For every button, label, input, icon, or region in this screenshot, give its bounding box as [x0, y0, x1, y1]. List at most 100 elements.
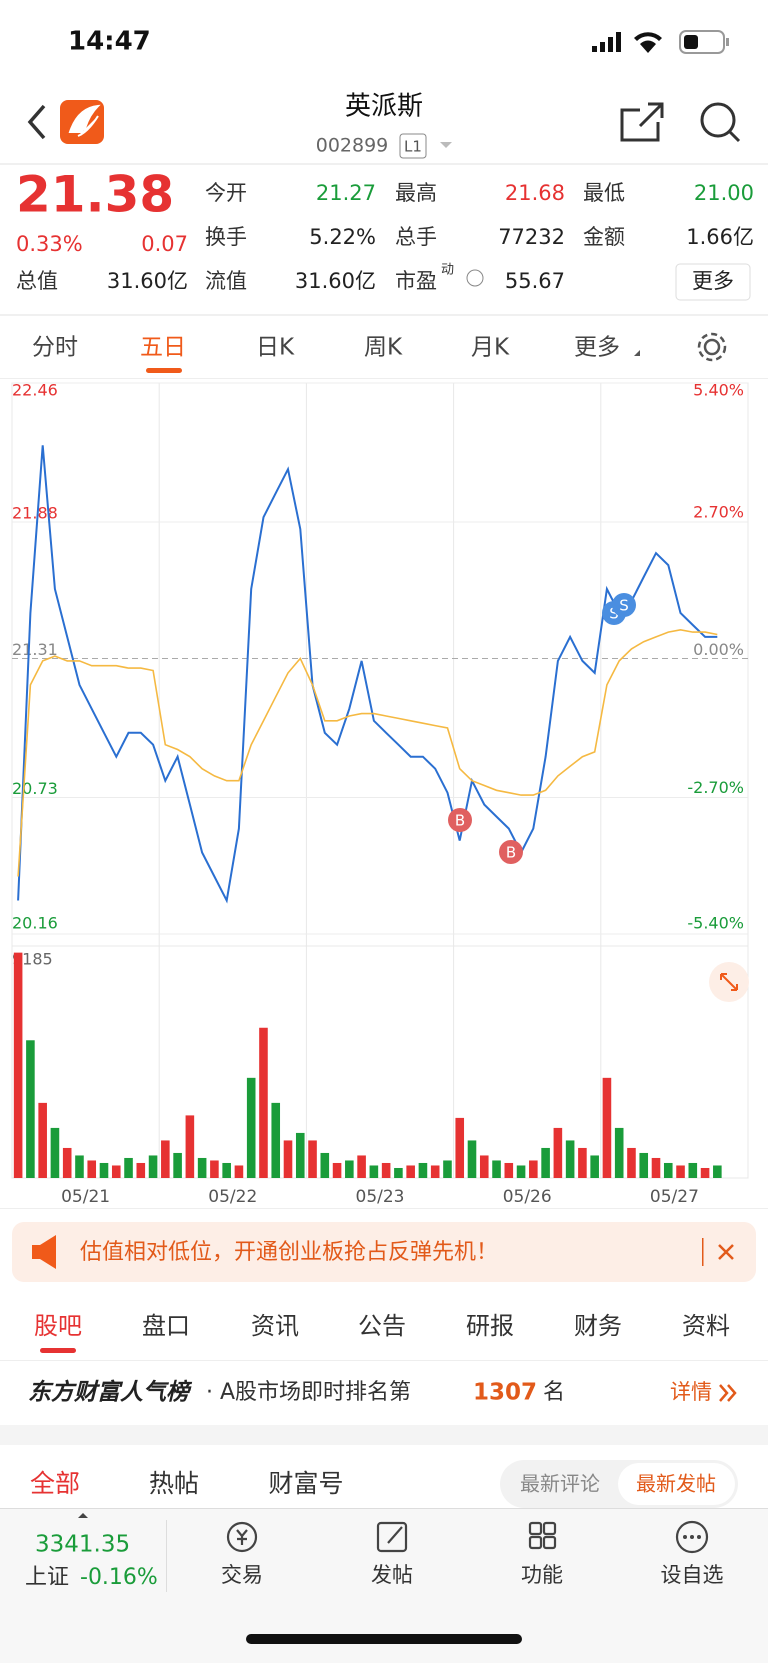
volume-bar	[663, 1162, 673, 1178]
trade-marker[interactable]	[448, 808, 472, 832]
icon-shape	[226, 1521, 258, 1553]
y2-tick-label: -5.40%	[687, 914, 744, 933]
volume-bar	[345, 1160, 354, 1178]
volume-bar	[639, 1152, 649, 1178]
level-dropdown[interactable]	[440, 142, 452, 148]
volume-bar	[308, 1140, 317, 1178]
section-tab[interactable]: 公告	[358, 1312, 406, 1340]
action-label[interactable]: 交易	[221, 1563, 263, 1587]
section-tab[interactable]: 股吧	[34, 1312, 82, 1340]
volume-bar	[295, 1132, 305, 1178]
stock-name: 英派斯	[345, 92, 423, 122]
average-line	[17, 628, 718, 877]
volume-bar	[369, 1165, 379, 1178]
volume-bar	[283, 1140, 293, 1178]
x-tick-label: 05/23	[356, 1187, 405, 1207]
section-tab[interactable]: 盘口	[142, 1312, 190, 1340]
volume-bar	[111, 1165, 121, 1178]
icon-shape	[683, 1535, 687, 1539]
share-button[interactable]	[620, 102, 664, 142]
ranking-detail[interactable]: 详情	[670, 1380, 712, 1404]
period-tab[interactable]: 更多	[574, 335, 620, 361]
post-tab[interactable]: 全部	[30, 1469, 80, 1498]
trade-marker[interactable]	[612, 593, 636, 617]
tab-underline	[40, 1348, 76, 1353]
expand-icon	[720, 973, 738, 991]
volume-bar	[651, 1157, 661, 1178]
divider	[0, 378, 768, 379]
volume-bar	[614, 1127, 624, 1178]
volume-bar	[688, 1162, 698, 1178]
action-icon[interactable]	[528, 1521, 557, 1550]
level-text: L1	[404, 138, 422, 156]
stat-label: 总值	[16, 269, 58, 293]
clock: 14:47	[68, 27, 151, 57]
icon-shape	[675, 1520, 709, 1554]
last-price: 21.38	[16, 166, 174, 224]
action-label[interactable]: 设自选	[661, 1563, 724, 1587]
y-tick-label: 20.73	[12, 779, 58, 798]
banner-text: 估值相对低位，开通创业板抢占反弹先机！	[80, 1240, 498, 1265]
action-icon[interactable]	[675, 1520, 709, 1554]
settings-button[interactable]	[697, 332, 727, 362]
post-tab[interactable]: 财富号	[268, 1469, 343, 1498]
volume-bar	[627, 1147, 636, 1178]
period-tab[interactable]: 五日	[140, 335, 186, 361]
banner-close[interactable]	[718, 1244, 734, 1260]
divider	[0, 1508, 768, 1509]
section-tab[interactable]: 研报	[466, 1312, 514, 1340]
sort-tab[interactable]: 最新评论	[520, 1472, 600, 1496]
chart-frame	[11, 382, 749, 1179]
stock-code: 002899	[316, 135, 389, 157]
trade-marker[interactable]	[499, 840, 523, 864]
period-tab[interactable]: 月K	[471, 335, 510, 361]
volume-bar	[332, 1162, 342, 1178]
y2-tick-label: 2.70%	[693, 502, 744, 521]
more-button[interactable]	[675, 263, 751, 301]
index-value[interactable]: 3341.35	[35, 1532, 130, 1558]
app-logo	[60, 100, 104, 144]
volume-bar	[418, 1162, 428, 1178]
volume-bar	[357, 1155, 366, 1178]
action-label[interactable]: 发帖	[371, 1563, 413, 1587]
divider	[0, 1360, 768, 1361]
action-icon[interactable]	[226, 1521, 258, 1553]
section-tab[interactable]: 财务	[574, 1312, 622, 1340]
volume-bar	[38, 1102, 47, 1178]
volume-bar	[676, 1165, 685, 1178]
section-tab[interactable]: 资料	[682, 1312, 730, 1340]
volume-bar	[124, 1157, 133, 1178]
period-tab[interactable]: 分时	[32, 335, 78, 361]
volume-bar	[529, 1160, 538, 1178]
search-button[interactable]	[700, 102, 741, 143]
divider	[0, 163, 768, 165]
period-tab[interactable]: 日K	[256, 335, 295, 361]
y-tick-label: 20.16	[12, 914, 58, 933]
stat-label-sup: 动	[441, 263, 454, 278]
change-percent: 0.33%	[16, 232, 83, 256]
sort-active	[618, 1463, 735, 1505]
sort-tab[interactable]: 最新发帖	[636, 1472, 716, 1496]
action-icon[interactable]	[376, 1521, 408, 1553]
back-button[interactable]	[27, 104, 46, 140]
volume-bar	[516, 1165, 526, 1178]
volume-bar	[13, 952, 23, 1178]
y2-tick-label: 0.00%	[693, 640, 744, 659]
stat-value: 21.00	[694, 181, 754, 205]
info-icon[interactable]	[466, 269, 484, 287]
period-tab[interactable]: 周K	[364, 335, 403, 361]
action-label[interactable]: 功能	[521, 1563, 563, 1587]
level-badge	[399, 133, 427, 159]
volume-bar	[713, 1165, 722, 1178]
volume-bar	[99, 1162, 109, 1178]
volume-bar	[26, 1040, 35, 1178]
volume-bar	[222, 1162, 231, 1178]
promo-banner[interactable]	[12, 1222, 756, 1282]
post-tab[interactable]: 热帖	[149, 1469, 199, 1498]
y-tick-label: 21.88	[12, 503, 58, 522]
volume-bar	[381, 1162, 391, 1178]
stat-value: 31.60亿	[295, 269, 376, 293]
bottom-actions: 交易 发帖 功能 设自选	[221, 1520, 724, 1587]
section-tab[interactable]: 资讯	[251, 1312, 299, 1340]
